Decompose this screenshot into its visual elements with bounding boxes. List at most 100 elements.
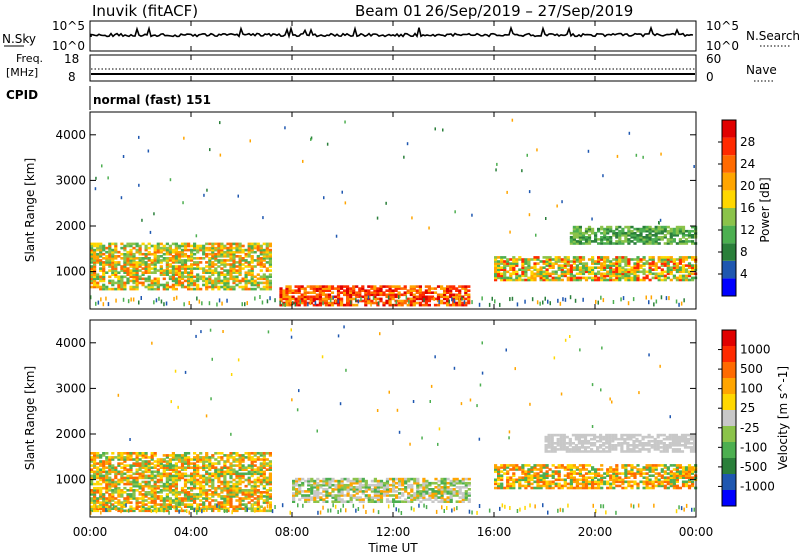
data-cell [279,299,283,303]
data-cell [584,464,589,467]
data-cell [367,285,371,288]
data-cell [395,477,399,481]
data-cell [404,486,408,489]
data-cell [539,474,543,477]
data-cell [497,264,501,267]
data-cell [256,452,260,455]
data-cell [404,498,408,501]
data-cell [147,486,151,490]
data-cell [518,466,522,469]
data-cell [135,503,139,506]
data-cell [618,225,622,229]
data-cell [657,276,661,280]
data-cell [574,437,578,441]
noise-cell [516,302,519,307]
data-cell [250,466,254,469]
data-cell [524,480,528,484]
data-cell [577,437,581,441]
data-cell [310,486,314,489]
data-cell [566,468,570,471]
data-cell [235,244,239,248]
data-cell [600,468,604,471]
data-cell [547,435,551,439]
data-cell [159,497,163,500]
data-cell [418,293,422,297]
data-cell [111,495,115,498]
data-cell [235,246,239,250]
data-cell [548,474,552,477]
data-cell [397,287,401,290]
data-cell [569,231,573,235]
data-cell [615,272,619,276]
data-cell [165,476,169,480]
data-cell [566,256,570,259]
data-cell [102,486,106,490]
data-cell [370,483,374,487]
data-cell [256,472,260,476]
data-cell [675,480,679,484]
data-cell [120,501,124,504]
data-cell [102,271,106,274]
data-cell [132,246,136,250]
data-cell [187,491,191,494]
data-cell [129,257,133,260]
data-cell [612,268,616,271]
data-cell [238,505,242,508]
data-cell [174,279,178,283]
data-cell [580,435,585,439]
data-cell [651,272,655,276]
data-cell [615,274,619,278]
data-cell [603,482,607,486]
data-cell [464,481,468,485]
data-cell [550,444,554,447]
data-cell [196,464,200,467]
data-cell [150,281,154,285]
data-cell [117,491,121,494]
data-cell [593,442,597,445]
data-cell [165,474,169,478]
data-cell [548,264,552,267]
data-cell [211,454,215,457]
data-cell [424,291,428,294]
data-cell [259,257,263,260]
data-cell [544,446,548,449]
scatter-point [341,190,343,194]
data-cell [452,479,456,483]
data-cell [232,279,236,283]
data-cell [645,234,649,237]
data-cell [618,240,622,243]
data-cell [440,500,444,503]
data-cell [615,258,619,261]
data-cell [250,259,254,262]
data-cell [509,278,513,282]
data-cell [606,258,610,261]
data-cell [241,285,245,289]
data-cell [443,295,447,299]
data-cell [220,281,224,285]
data-cell [156,458,160,461]
data-cell [533,468,537,471]
data-cell [321,285,325,288]
data-cell [123,497,127,500]
data-cell [244,252,248,256]
data-cell [190,472,194,476]
data-cell [497,270,501,274]
data-cell [337,479,341,483]
data-cell [126,464,130,467]
data-cell [584,266,589,269]
data-cell [168,285,172,289]
data-cell [648,225,652,229]
data-cell [569,484,573,488]
scatter-point [587,149,590,153]
data-cell [663,260,667,263]
noise-cell [582,297,584,302]
data-cell [467,498,471,501]
data-cell [259,480,263,484]
data-cell [407,494,411,497]
data-cell [123,255,127,258]
data-cell [452,295,456,299]
data-cell [265,493,269,496]
noise-cell [360,296,362,301]
data-cell [253,250,257,254]
data-cell [217,452,221,455]
